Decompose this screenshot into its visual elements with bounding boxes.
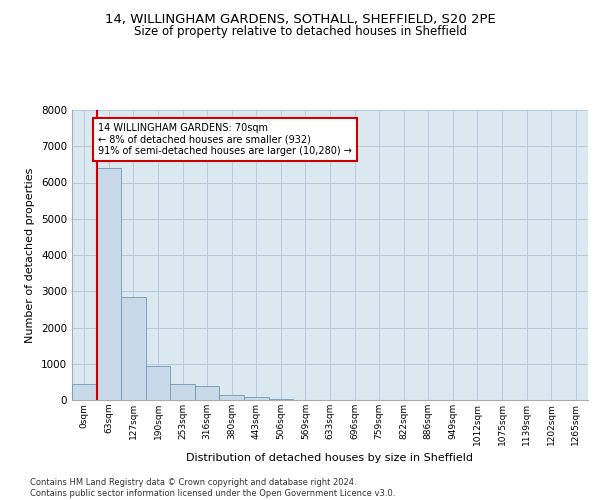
Text: 14 WILLINGHAM GARDENS: 70sqm
← 8% of detached houses are smaller (932)
91% of se: 14 WILLINGHAM GARDENS: 70sqm ← 8% of det…	[98, 122, 352, 156]
Bar	[195, 386, 220, 400]
Bar	[121, 296, 146, 400]
Bar	[72, 384, 97, 400]
Bar	[170, 384, 195, 400]
Bar	[97, 168, 121, 400]
X-axis label: Distribution of detached houses by size in Sheffield: Distribution of detached houses by size …	[187, 453, 473, 463]
Bar	[146, 366, 170, 400]
Text: 14, WILLINGHAM GARDENS, SOTHALL, SHEFFIELD, S20 2PE: 14, WILLINGHAM GARDENS, SOTHALL, SHEFFIE…	[104, 12, 496, 26]
Bar	[220, 396, 244, 400]
Bar	[269, 399, 293, 400]
Bar	[244, 397, 269, 400]
Y-axis label: Number of detached properties: Number of detached properties	[25, 168, 35, 342]
Text: Contains HM Land Registry data © Crown copyright and database right 2024.
Contai: Contains HM Land Registry data © Crown c…	[30, 478, 395, 498]
Text: Size of property relative to detached houses in Sheffield: Size of property relative to detached ho…	[133, 25, 467, 38]
